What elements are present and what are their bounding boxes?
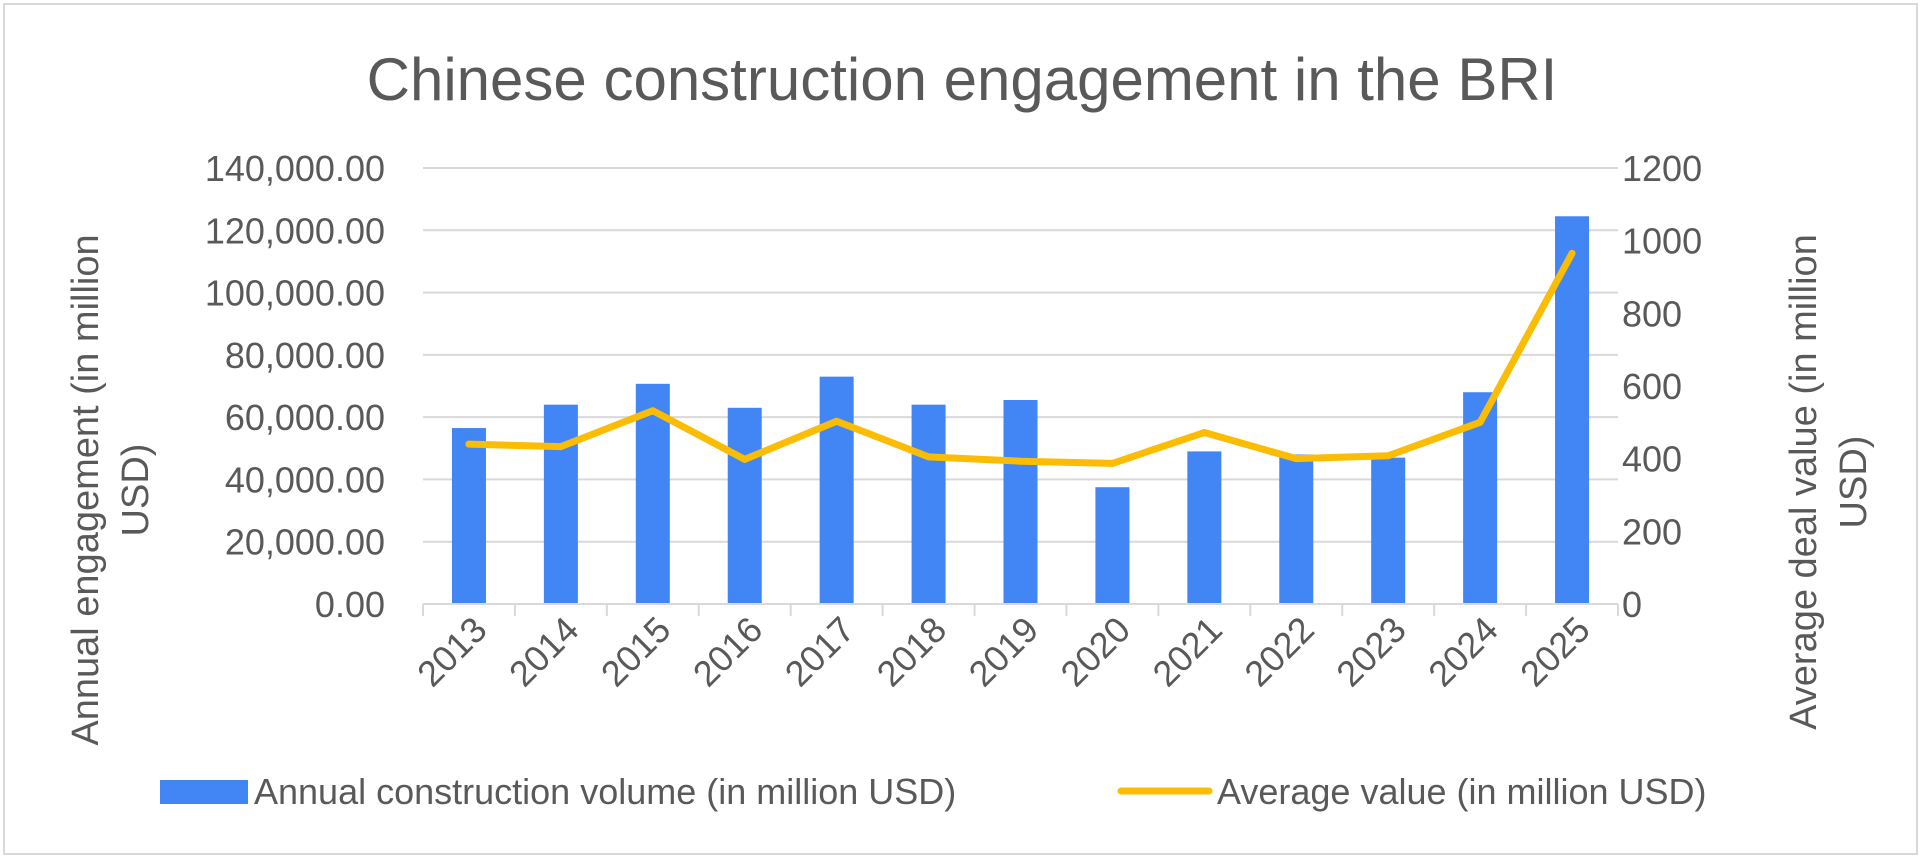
x-tick-label: 2020 bbox=[1052, 609, 1138, 695]
line-point bbox=[649, 407, 657, 415]
bar bbox=[911, 404, 946, 604]
bar bbox=[1371, 457, 1406, 604]
bar bbox=[819, 376, 854, 604]
left-tick-label: 140,000.00 bbox=[205, 148, 385, 189]
legend-bar-label: Annual construction volume (in million U… bbox=[254, 771, 956, 812]
left-tick-label: 100,000.00 bbox=[205, 273, 385, 314]
left-axis-title: Annual engagement (in million USD) bbox=[65, 234, 157, 745]
x-tick-label: 2015 bbox=[593, 609, 679, 695]
legend-bar-swatch bbox=[160, 780, 248, 804]
line-point bbox=[1384, 452, 1392, 460]
line-point bbox=[1108, 459, 1116, 467]
x-tick-label: 2024 bbox=[1420, 609, 1506, 695]
left-tick-label: 0.00 bbox=[315, 584, 385, 625]
line-point bbox=[1200, 429, 1208, 437]
bar bbox=[727, 407, 762, 604]
left-tick-label: 80,000.00 bbox=[225, 335, 385, 376]
x-tick-label: 2023 bbox=[1328, 609, 1414, 695]
left-tick-label: 20,000.00 bbox=[225, 522, 385, 563]
x-tick-label: 2017 bbox=[777, 609, 863, 695]
right-tick-label: 800 bbox=[1622, 293, 1682, 334]
line-point bbox=[1476, 418, 1484, 426]
x-tick-label: 2022 bbox=[1236, 609, 1322, 695]
x-tick-label: 2018 bbox=[869, 609, 955, 695]
line-point bbox=[465, 440, 473, 448]
line-point bbox=[1568, 249, 1576, 257]
left-axis-title-line: Annual engagement (in million bbox=[65, 234, 107, 745]
line-point bbox=[557, 443, 565, 451]
left-tick-label: 60,000.00 bbox=[225, 397, 385, 438]
left-tick-label: 120,000.00 bbox=[205, 210, 385, 251]
line-point bbox=[1292, 455, 1300, 463]
right-tick-label: 200 bbox=[1622, 511, 1682, 552]
bar bbox=[451, 428, 486, 604]
right-tick-label: 0 bbox=[1622, 584, 1642, 625]
x-tick-label: 2014 bbox=[501, 609, 587, 695]
bar bbox=[1187, 451, 1222, 604]
right-tick-label: 400 bbox=[1622, 439, 1682, 480]
left-axis-title-line: USD) bbox=[115, 444, 157, 537]
line-series bbox=[465, 249, 1576, 467]
right-tick-label: 1000 bbox=[1622, 221, 1702, 262]
line-point bbox=[925, 453, 933, 461]
right-axis-title-line: Average deal value (in million bbox=[1783, 234, 1825, 730]
legend-line-label: Average value (in million USD) bbox=[1217, 771, 1707, 812]
right-axis-ticks: 0 200 400 600 800 1000 1200 bbox=[1622, 148, 1702, 625]
chart-title: Chinese construction engagement in the B… bbox=[367, 46, 1558, 113]
right-axis-title-line: USD) bbox=[1833, 436, 1875, 529]
bar bbox=[1095, 487, 1130, 604]
line-point bbox=[741, 455, 749, 463]
bar bbox=[543, 404, 578, 604]
line-point bbox=[833, 417, 841, 425]
x-tick-label: 2021 bbox=[1144, 609, 1230, 695]
chart-frame bbox=[3, 3, 1918, 855]
x-axis: 2013 2014 2015 2016 2017 2018 2019 2020 2021 2022… bbox=[409, 603, 1619, 695]
right-tick-label: 600 bbox=[1622, 366, 1682, 407]
left-tick-label: 40,000.00 bbox=[225, 459, 385, 500]
x-tick-label: 2025 bbox=[1512, 609, 1598, 695]
bar bbox=[1279, 454, 1314, 604]
bar bbox=[1003, 400, 1038, 604]
gridlines bbox=[423, 167, 1618, 543]
x-tick-label: 2019 bbox=[961, 609, 1047, 695]
left-axis-ticks: 0.00 20,000.00 40,000.00 60,000.00 80,000.00… bbox=[205, 148, 385, 625]
bar-series bbox=[451, 216, 1590, 604]
legend: Annual construction volume (in million U… bbox=[160, 771, 1707, 812]
x-tick-label: 2016 bbox=[685, 609, 771, 695]
right-axis-title: Average deal value (in million USD) bbox=[1783, 234, 1875, 730]
x-tick-label: 2013 bbox=[409, 609, 495, 695]
right-tick-label: 1200 bbox=[1622, 148, 1702, 189]
line-point bbox=[1017, 457, 1024, 465]
